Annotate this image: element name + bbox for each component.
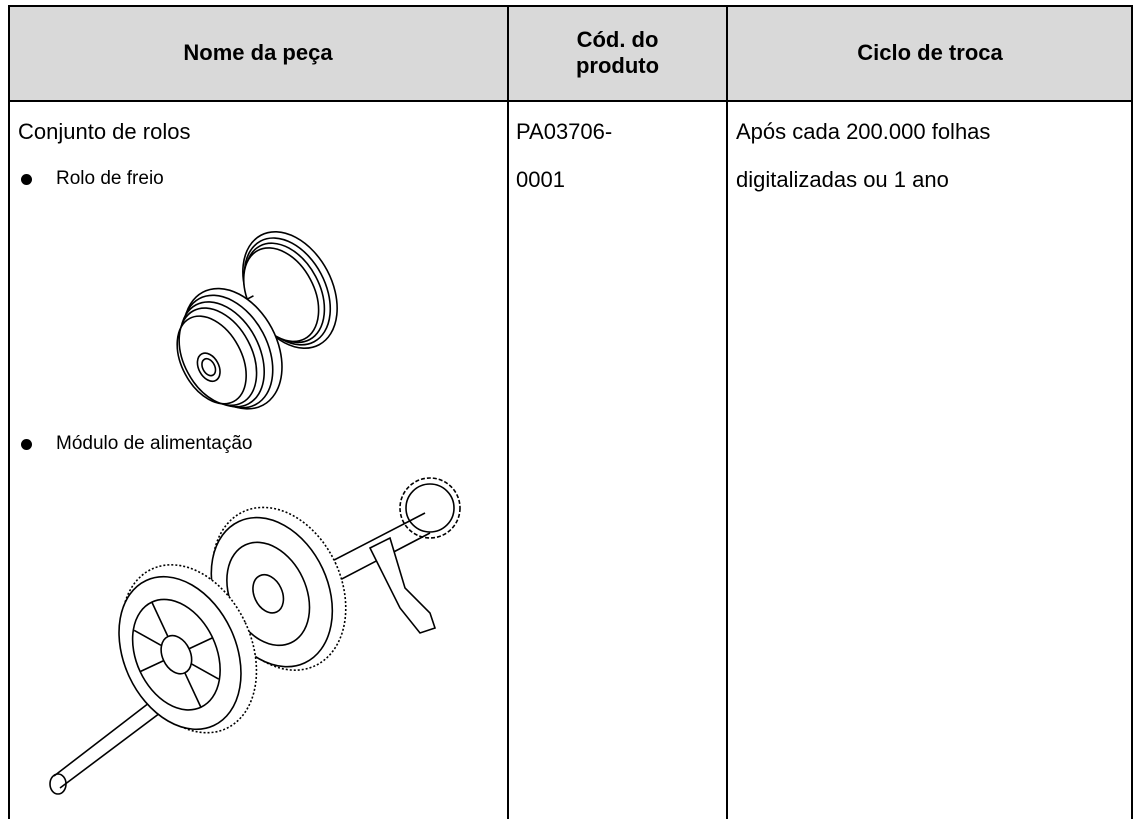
header-cell: Cód. do produto [508, 6, 727, 100]
header-text: Nome da peça [183, 40, 333, 65]
header-cell: Nome da peça [8, 6, 508, 100]
table-border [8, 5, 10, 819]
header-cell: Ciclo de troca [727, 6, 1133, 100]
part-item: Módulo de alimentação [56, 433, 253, 454]
table-border [726, 5, 728, 819]
cycle: Após cada 200.000 folhas [736, 119, 991, 144]
bullet [21, 439, 32, 450]
header-text: Ciclo de troca [857, 40, 1003, 65]
product-code: 0001 [516, 167, 565, 192]
part-name: Conjunto de rolos [18, 119, 191, 144]
header-background [8, 6, 1133, 100]
table-border [8, 5, 1133, 7]
brake-roller-illustration [176, 231, 338, 410]
cycle: digitalizadas ou 1 ano [736, 167, 949, 192]
header-text: Cód. do [576, 27, 659, 52]
table-border [507, 5, 509, 819]
product-code: PA03706- [516, 119, 613, 144]
feed-module-illustration [49, 477, 461, 795]
part-item: Rolo de freio [56, 168, 164, 189]
table-border [1131, 5, 1133, 819]
bullet [21, 174, 32, 185]
table-border [8, 100, 1133, 102]
header-text: produto [575, 53, 660, 78]
